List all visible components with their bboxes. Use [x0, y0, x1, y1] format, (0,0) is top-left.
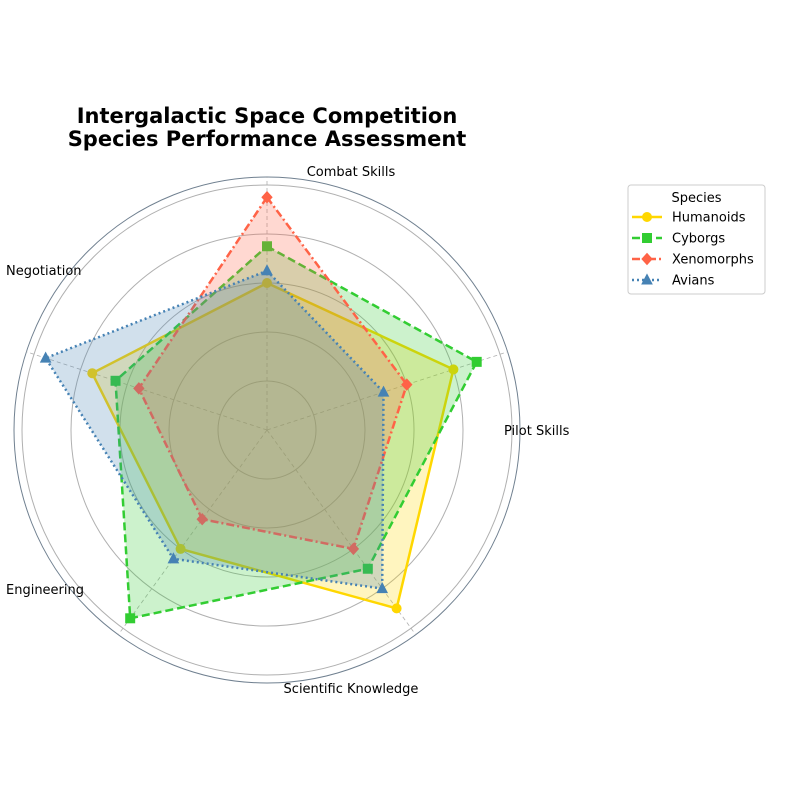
series-area-humanoids — [92, 283, 454, 609]
data-point-humanoids-pilot-skills — [448, 364, 459, 375]
series-area-xenomorphs — [138, 197, 407, 549]
data-point-avians-engineering — [167, 552, 180, 564]
data-point-cyborgs-combat-skills — [262, 241, 272, 252]
series-line-xenomorphs — [137, 196, 409, 551]
axis-labels: Combat Skills Pilot Skills Scientific Know… — [6, 165, 570, 697]
data-point-humanoids-combat-skills — [262, 278, 272, 288]
series-area-avians — [45, 270, 384, 589]
axis-label-engineering: Engineering — [6, 583, 84, 598]
spoke-scientific-knowledge — [266, 429, 417, 635]
radar-series — [39, 191, 482, 624]
series-line-avians — [44, 269, 385, 590]
axis-label-negotiation: Negotiation — [6, 264, 82, 279]
data-point-xenomorphs-scientific-knowledge — [347, 542, 360, 556]
chart-title-line-1: Intergalactic Space Competition — [77, 104, 458, 128]
series-xenomorphs — [133, 191, 413, 556]
series-line-cyborgs — [114, 245, 478, 620]
data-point-xenomorphs-engineering — [196, 512, 208, 526]
axis-label-pilot-skills: Pilot Skills — [504, 424, 570, 439]
radar-grid — [13, 176, 521, 684]
legend-label-avians: Avians — [672, 274, 715, 289]
legend-item-xenomorphs: Xenomorphs — [632, 253, 754, 268]
legend: Species Humanoids Cyborgs Xenomorphs Avians — [627, 184, 766, 295]
data-point-cyborgs-scientific-knowledge — [362, 563, 373, 574]
legend-box — [627, 184, 766, 295]
legend-label-humanoids: Humanoids — [672, 211, 746, 226]
spoke-pilot-skills — [266, 351, 508, 431]
spoke-engineering — [117, 429, 268, 635]
data-point-cyborgs-negotiation — [110, 375, 121, 386]
legend-item-avians: Avians — [632, 273, 715, 289]
data-point-humanoids-engineering — [175, 543, 186, 554]
data-point-avians-scientific-knowledge — [376, 581, 389, 594]
data-point-humanoids-scientific-knowledge — [391, 603, 402, 614]
axis-label-combat-skills: Combat Skills — [307, 165, 396, 180]
data-point-avians-combat-skills — [261, 264, 273, 276]
legend-item-humanoids: Humanoids — [632, 211, 746, 226]
series-avians — [39, 264, 390, 594]
legend-title: Species — [671, 191, 721, 206]
series-cyborgs — [110, 241, 482, 624]
data-point-avians-pilot-skills — [377, 385, 390, 397]
legend-marker-humanoids — [642, 212, 652, 222]
series-area-cyborgs — [115, 246, 477, 619]
chart-title: Intergalactic Space Competition Species … — [68, 104, 467, 151]
data-point-cyborgs-pilot-skills — [471, 356, 482, 367]
legend-marker-avians — [641, 273, 653, 285]
data-point-avians-negotiation — [39, 351, 52, 363]
legend-label-xenomorphs: Xenomorphs — [672, 253, 754, 268]
data-point-xenomorphs-combat-skills — [261, 191, 273, 204]
spoke-negotiation — [26, 351, 268, 431]
legend-marker-xenomorphs — [641, 252, 653, 266]
axis-label-scientific-knowledge: Scientific Knowledge — [284, 682, 419, 697]
data-point-xenomorphs-pilot-skills — [401, 378, 413, 391]
data-point-humanoids-negotiation — [87, 368, 98, 379]
legend-label-cyborgs: Cyborgs — [672, 232, 725, 247]
chart-title-line-2: Species Performance Assessment — [68, 127, 467, 151]
series-line-humanoids — [90, 281, 455, 610]
series-humanoids — [87, 278, 459, 614]
data-point-xenomorphs-negotiation — [133, 382, 145, 395]
legend-item-cyborgs: Cyborgs — [632, 232, 725, 247]
data-point-cyborgs-engineering — [125, 613, 136, 624]
legend-marker-cyborgs — [642, 233, 652, 243]
